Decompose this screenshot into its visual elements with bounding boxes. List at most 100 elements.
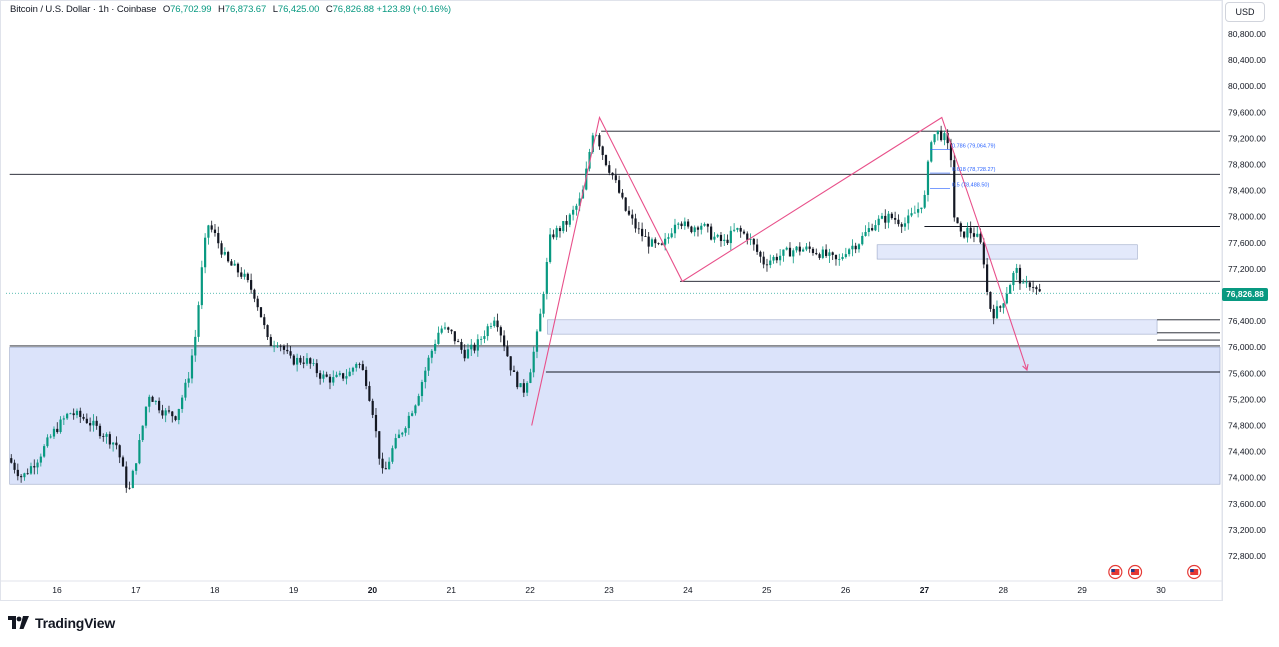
low-label: L — [272, 4, 278, 15]
candle — [309, 357, 312, 369]
candle-body — [621, 192, 624, 198]
candle — [894, 211, 897, 225]
y-tick-label: 72,800.00 — [1228, 551, 1266, 561]
candle-body — [190, 355, 194, 379]
candle — [417, 393, 420, 407]
candle-body — [713, 236, 716, 240]
candle-body — [634, 218, 637, 229]
candle-body — [75, 410, 79, 416]
axis-layer: 72,800.00 73,200.00 73,600.00 74,000.00 74,4… — [0, 0, 1266, 601]
candle — [46, 434, 49, 448]
candle-body — [854, 245, 857, 250]
candle-body — [33, 466, 36, 468]
candle-body — [936, 130, 939, 135]
candle-body — [910, 213, 913, 216]
candle-body — [115, 442, 118, 446]
currency-button[interactable]: USD — [1225, 2, 1265, 22]
x-tick-label: 21 — [447, 585, 457, 595]
candle-body — [1018, 267, 1022, 284]
candle — [634, 213, 637, 233]
candle-body — [838, 258, 841, 260]
candle-body — [250, 280, 253, 290]
candle — [867, 222, 870, 237]
candle-body — [217, 233, 220, 244]
candle — [319, 370, 322, 385]
candle-body — [69, 413, 72, 415]
y-tick-label: 74,800.00 — [1228, 421, 1266, 431]
candle-body — [112, 442, 115, 445]
candle-body — [903, 223, 907, 227]
candle-body — [46, 437, 49, 447]
candle-body — [338, 373, 341, 375]
candle-body — [775, 256, 778, 261]
x-tick-label: 18 — [210, 585, 220, 595]
candle — [493, 316, 496, 328]
candle — [772, 255, 775, 264]
economic-event-flag-icon[interactable] — [1187, 564, 1202, 580]
candle-body — [102, 436, 105, 437]
candle — [161, 404, 164, 419]
candle-body — [986, 264, 989, 292]
candle-body — [345, 376, 348, 379]
candle-body — [279, 345, 282, 347]
open-label: O — [162, 4, 171, 15]
candle — [440, 325, 443, 335]
candle-body — [900, 224, 903, 227]
candle-body — [391, 448, 394, 462]
candle-body — [443, 327, 447, 329]
candle — [953, 153, 956, 222]
candle-body — [831, 252, 834, 255]
x-tick-label: 17 — [131, 585, 141, 595]
candle-body — [641, 228, 644, 237]
candle-body — [759, 251, 762, 257]
candle-body — [26, 473, 29, 475]
candle — [690, 225, 693, 234]
candle-body — [351, 367, 355, 372]
candle-body — [506, 346, 509, 357]
candle-body — [539, 313, 542, 332]
economic-event-flag-icon[interactable] — [1108, 564, 1123, 580]
flag-canton — [1131, 569, 1135, 572]
candle-body — [897, 219, 900, 225]
candle — [746, 231, 749, 245]
economic-event-flag-icon[interactable] — [1127, 564, 1143, 580]
candle — [1028, 280, 1031, 291]
candle-body — [834, 254, 838, 260]
candle-body — [135, 463, 138, 471]
tradingview-logo[interactable]: TradingView — [8, 612, 115, 634]
candle-body — [128, 487, 131, 489]
candle — [673, 218, 677, 239]
candle — [549, 228, 552, 264]
candle — [26, 468, 29, 475]
symbol-legend: Bitcoin / U.S. Dollar · 1h · Coinbase O7… — [10, 4, 451, 15]
candle — [499, 325, 502, 343]
candle — [33, 459, 36, 475]
candle-body — [486, 326, 489, 337]
symbol-name: Bitcoin / U.S. Dollar · 1h · Coinbase — [10, 4, 157, 15]
candle-body — [98, 425, 102, 437]
y-tick-label: 73,200.00 — [1228, 525, 1266, 535]
candle-body — [966, 227, 969, 238]
candle-body — [476, 339, 479, 351]
candle-body — [716, 234, 719, 237]
candle — [233, 260, 236, 266]
candle-body — [503, 335, 506, 347]
candle-body — [174, 416, 177, 420]
candle-body — [696, 227, 700, 230]
candle-body — [779, 255, 782, 261]
candle-body — [956, 217, 959, 224]
candle — [473, 342, 476, 354]
candle-body — [118, 445, 121, 458]
candle — [13, 459, 16, 474]
candle-body — [43, 446, 46, 457]
candle-body — [10, 458, 13, 463]
candle — [345, 369, 348, 385]
candle — [187, 372, 190, 388]
candle-body — [851, 245, 854, 250]
candle-body — [880, 215, 884, 219]
candle-body — [805, 246, 808, 250]
candle — [572, 205, 575, 221]
tradingview-logo-icon — [8, 616, 29, 629]
y-tick-label: 75,600.00 — [1228, 368, 1266, 378]
